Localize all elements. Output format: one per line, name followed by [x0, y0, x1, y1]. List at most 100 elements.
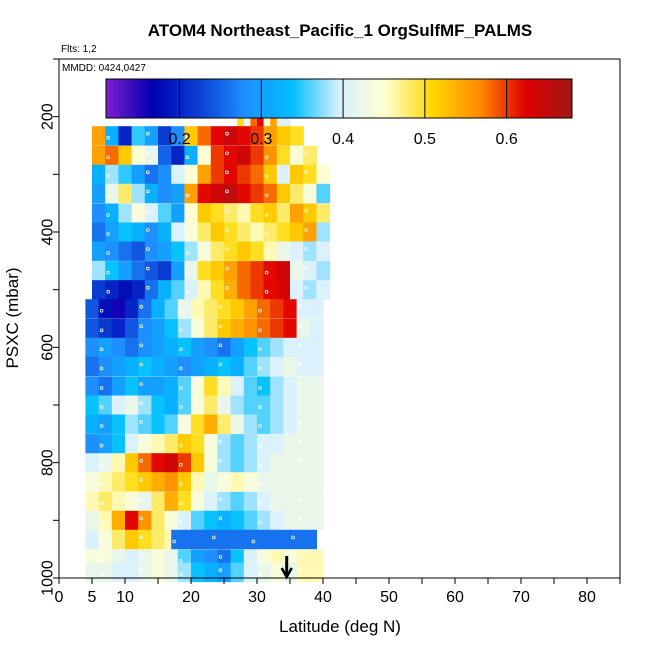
- heatmap-cell: [210, 280, 225, 300]
- colorbar-cell: [300, 79, 305, 118]
- colorbar-cell: [129, 79, 134, 118]
- heatmap-cell: [290, 261, 304, 281]
- heatmap-cell: [210, 203, 225, 223]
- sample-marker: [179, 366, 183, 371]
- sample-marker: [106, 213, 110, 217]
- colorbar-cell: [548, 79, 553, 118]
- heatmap-cell: [131, 164, 146, 185]
- heatmap-cell: [85, 414, 100, 434]
- heatmap-cell: [125, 491, 139, 512]
- sample-marker: [146, 131, 150, 136]
- heatmap-cell: [138, 491, 152, 512]
- sample-marker: [304, 170, 309, 175]
- heatmap-cell: [98, 453, 113, 473]
- heatmap-cell: [270, 562, 284, 583]
- heatmap-cell: [111, 299, 126, 319]
- heatmap-cell: [191, 491, 205, 512]
- colorbar-cell: [366, 79, 371, 118]
- heatmap-cell: [224, 164, 238, 185]
- sample-marker: [179, 424, 183, 428]
- heatmap-cell: [276, 222, 291, 242]
- heatmap-cell: [151, 529, 166, 550]
- sample-marker: [304, 209, 309, 213]
- chart-title: ATOM4 Northeast_Pacific_1 OrgSulfMF_PALM…: [148, 21, 532, 40]
- heatmap-cell: [230, 356, 245, 377]
- heatmap-cell: [204, 453, 218, 473]
- heatmap-cell: [257, 318, 271, 339]
- heatmap-cell: [158, 164, 172, 185]
- heatmap-cell: [171, 164, 185, 185]
- heatmap-cell: [92, 203, 106, 223]
- heatmap-cell: [138, 529, 152, 550]
- sample-marker: [304, 247, 309, 251]
- heatmap-cell: [243, 356, 258, 377]
- colorbar: 0.2 0.3 0.4 0.5 0.6: [105, 78, 573, 148]
- heatmap-cell: [263, 280, 278, 300]
- heatmap-cell: [296, 356, 311, 377]
- x-tick-label: 20: [182, 589, 200, 606]
- heatmap-cell: [237, 183, 251, 204]
- heatmap-cell: [85, 529, 100, 550]
- heatmap-cell: [270, 453, 284, 473]
- heatmap-cell: [237, 261, 251, 281]
- heatmap-cell: [191, 414, 205, 434]
- colorbar-cell: [156, 79, 161, 118]
- colorbar-cell: [397, 79, 402, 118]
- y-axis-title: PSXC (mbar): [3, 267, 22, 368]
- heatmap-cell: [250, 280, 265, 300]
- heatmap-cell: [309, 395, 324, 415]
- colorbar-cell: [121, 79, 126, 118]
- latitude-arrow-marker: [280, 556, 293, 580]
- colorbar-cell: [533, 79, 538, 118]
- heatmap-cell: [290, 164, 304, 185]
- heatmap-cell: [270, 318, 284, 339]
- heatmap-cell: [144, 126, 159, 146]
- heatmap-cell: [309, 491, 324, 512]
- heatmap-cell: [270, 414, 284, 434]
- heatmap-cell: [217, 453, 232, 473]
- heatmap-cell: [191, 376, 205, 396]
- heatmap-cell: [184, 261, 199, 281]
- y-tick-label: 1000: [40, 560, 57, 596]
- sample-marker: [146, 266, 150, 271]
- colorbar-cell: [416, 79, 421, 118]
- heatmap-cell: [177, 376, 192, 396]
- colorbar-cell: [311, 79, 317, 118]
- sample-marker: [179, 405, 183, 409]
- sample-marker: [264, 193, 269, 198]
- heatmap-cell: [224, 529, 238, 550]
- colorbar-cell: [280, 79, 286, 118]
- sample-marker: [225, 228, 229, 232]
- sample-marker: [179, 308, 183, 313]
- colorbar-cell: [144, 79, 150, 118]
- heatmap-cell: [237, 222, 251, 242]
- heatmap-cell: [303, 261, 317, 281]
- heatmap-cell: [309, 337, 324, 358]
- colorbar-cell: [265, 79, 270, 118]
- colorbar-cell: [195, 79, 200, 118]
- x-tick-label: 60: [446, 589, 464, 606]
- heatmap-cell: [92, 183, 106, 204]
- colorbar-cell: [439, 79, 445, 118]
- heatmap-cell: [151, 376, 166, 396]
- heatmap-cell: [296, 414, 311, 434]
- heatmap-cell: [224, 145, 238, 166]
- heatmap-cell: [184, 126, 199, 146]
- heatmap-cell: [204, 318, 218, 339]
- sample-marker: [258, 424, 262, 428]
- heatmap-cell: [263, 145, 278, 166]
- sample-marker: [218, 420, 223, 424]
- heatmap-cell: [283, 491, 298, 512]
- sample-marker: [264, 155, 269, 160]
- sample-marker: [106, 270, 110, 275]
- heatmap-cell: [290, 529, 304, 550]
- heatmap-cell: [197, 280, 212, 300]
- sample-marker: [304, 189, 309, 194]
- heatmap-cell: [290, 280, 304, 300]
- heatmap-cell: [309, 472, 324, 492]
- colorbar-cell: [405, 79, 410, 118]
- colorbar-cell: [261, 79, 266, 118]
- colorbar-cell: [432, 79, 437, 118]
- heatmap-cell: [224, 126, 238, 146]
- heatmap-cell: [111, 529, 126, 550]
